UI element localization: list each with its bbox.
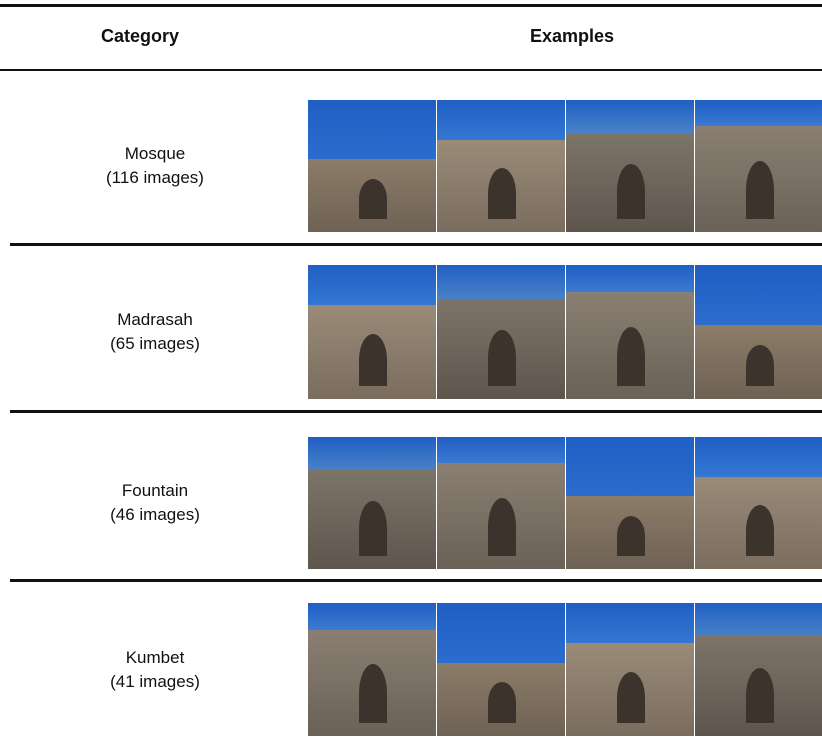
image-count: (46 images)	[110, 505, 200, 524]
header-examples: Examples	[529, 26, 615, 46]
image-arch	[488, 168, 517, 219]
example-image	[695, 437, 822, 569]
header-category: Category	[100, 26, 180, 46]
image-arch	[488, 682, 517, 723]
example-image	[437, 603, 565, 736]
image-arch	[359, 334, 388, 386]
image-count: (116 images)	[106, 168, 204, 187]
header-rule	[0, 69, 822, 71]
example-image	[437, 265, 565, 399]
category-cell: Kumbet (41 images)	[65, 646, 245, 694]
example-image	[566, 437, 694, 569]
row-rule	[10, 243, 822, 246]
category-cell: Madrasah (65 images)	[65, 308, 245, 356]
image-arch	[359, 501, 388, 556]
image-arch	[617, 671, 646, 723]
example-image	[308, 603, 436, 736]
top-rule	[0, 4, 822, 7]
category-cell: Mosque (116 images)	[65, 142, 245, 190]
example-image	[437, 437, 565, 569]
example-image	[695, 603, 822, 736]
example-image	[566, 603, 694, 736]
image-arch	[746, 667, 775, 723]
row-rule	[10, 410, 822, 413]
image-arch	[746, 160, 775, 219]
example-image	[308, 100, 436, 232]
category-name: Kumbet	[125, 647, 185, 667]
image-arch	[488, 497, 517, 556]
example-image	[695, 100, 822, 232]
image-arch	[617, 515, 646, 556]
example-image	[566, 100, 694, 232]
row-rule	[10, 579, 822, 582]
image-arch	[617, 326, 646, 386]
image-arch	[746, 345, 775, 386]
category-name: Mosque	[124, 144, 186, 163]
image-arch	[746, 505, 775, 556]
category-name: Madrasah	[117, 310, 193, 329]
image-count: (41 images)	[110, 671, 200, 691]
image-arch	[359, 178, 388, 219]
image-count: (65 images)	[110, 334, 200, 353]
image-arch	[617, 164, 646, 219]
example-image	[437, 100, 565, 232]
image-arch	[488, 330, 517, 386]
example-image	[695, 265, 822, 399]
image-arch	[359, 664, 388, 723]
example-image	[308, 437, 436, 569]
category-cell: Fountain (46 images)	[65, 479, 245, 527]
example-image	[308, 265, 436, 399]
example-image	[566, 265, 694, 399]
category-name: Fountain	[121, 481, 189, 500]
